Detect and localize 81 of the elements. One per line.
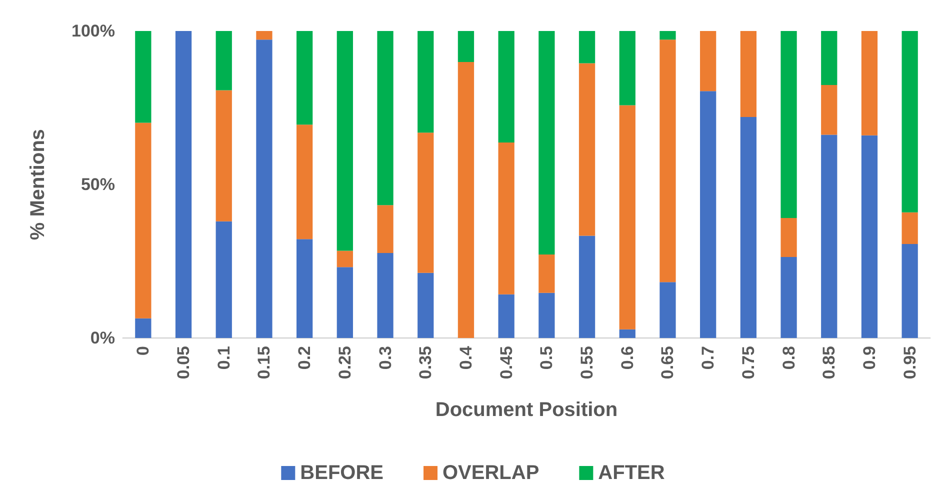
x-tick-label: 0.7 — [698, 346, 718, 370]
x-tick-label: 0.55 — [578, 346, 597, 380]
x-tick-label: 0.2 — [295, 346, 314, 370]
bar — [135, 31, 152, 123]
x-tick-label: 0.4 — [456, 345, 476, 370]
x-tick-label: 0 — [134, 346, 153, 356]
bar — [498, 142, 514, 294]
bar — [821, 85, 838, 135]
bar — [861, 135, 878, 338]
bar — [418, 272, 434, 338]
x-tick-label: 0.85 — [820, 346, 839, 380]
x-tick-label: 0.1 — [214, 346, 234, 370]
bar — [256, 31, 272, 40]
bar — [821, 134, 838, 338]
x-tick-label: 0.05 — [174, 346, 194, 380]
bar — [740, 116, 756, 338]
bar — [578, 31, 596, 64]
bar — [780, 31, 797, 218]
y-tick-label: 50% — [80, 175, 115, 194]
legend-label: OVERLAP — [442, 462, 540, 484]
bar — [660, 40, 676, 282]
x-tick-label: 0.5 — [537, 346, 556, 370]
bar — [216, 90, 232, 222]
bar — [619, 31, 636, 106]
bar — [377, 252, 394, 338]
bar — [336, 250, 353, 268]
bar — [578, 236, 596, 338]
bar — [418, 132, 434, 273]
bar — [821, 31, 838, 86]
x-tick-label: 0.25 — [335, 346, 354, 380]
x-axis-title: Document Position — [435, 399, 618, 421]
x-tick-label: 0.15 — [254, 346, 274, 380]
bar — [175, 31, 192, 338]
bar — [538, 31, 555, 254]
bar — [700, 31, 716, 92]
bar — [296, 124, 313, 240]
bar — [377, 31, 394, 206]
x-tick-label: 0.75 — [738, 346, 758, 380]
bar — [336, 267, 353, 338]
x-tick-label: 0.45 — [496, 346, 516, 380]
bar — [578, 63, 596, 236]
bar — [256, 40, 272, 338]
bar — [216, 221, 232, 338]
x-tick-label: 0.6 — [618, 346, 637, 370]
x-tick-label: 0.95 — [900, 346, 920, 380]
bar — [740, 31, 756, 117]
bar — [780, 256, 797, 338]
bar — [660, 31, 676, 40]
bar — [619, 105, 636, 330]
bar — [538, 292, 555, 338]
y-axis-title: % Mentions — [27, 128, 49, 240]
y-tick-label: 0% — [90, 328, 115, 348]
bar — [296, 239, 313, 338]
bar — [296, 31, 313, 125]
bar — [458, 62, 474, 338]
bar — [538, 254, 555, 293]
x-tick-label: 0.3 — [376, 346, 395, 370]
bar — [418, 31, 434, 133]
legend-label: BEFORE — [300, 462, 384, 484]
bar — [902, 212, 918, 244]
bar — [216, 31, 232, 90]
bar — [902, 31, 918, 212]
bar — [135, 122, 152, 318]
bar — [377, 205, 394, 253]
bar — [902, 244, 918, 338]
bar — [700, 91, 716, 338]
bar — [498, 31, 514, 142]
x-tick-label: 0.9 — [860, 346, 879, 370]
bar — [135, 318, 152, 338]
bar — [780, 218, 797, 257]
bar — [861, 31, 878, 136]
x-tick-label: 0.65 — [658, 346, 678, 380]
x-tick-label: 0.8 — [779, 346, 798, 370]
bar — [660, 282, 676, 338]
bar — [498, 294, 514, 338]
x-tick-label: 0.35 — [416, 346, 436, 380]
bar — [336, 31, 353, 251]
y-tick-label: 100% — [72, 22, 115, 40]
legend-label: AFTER — [598, 462, 666, 484]
bar — [458, 31, 474, 62]
bar — [619, 329, 636, 338]
